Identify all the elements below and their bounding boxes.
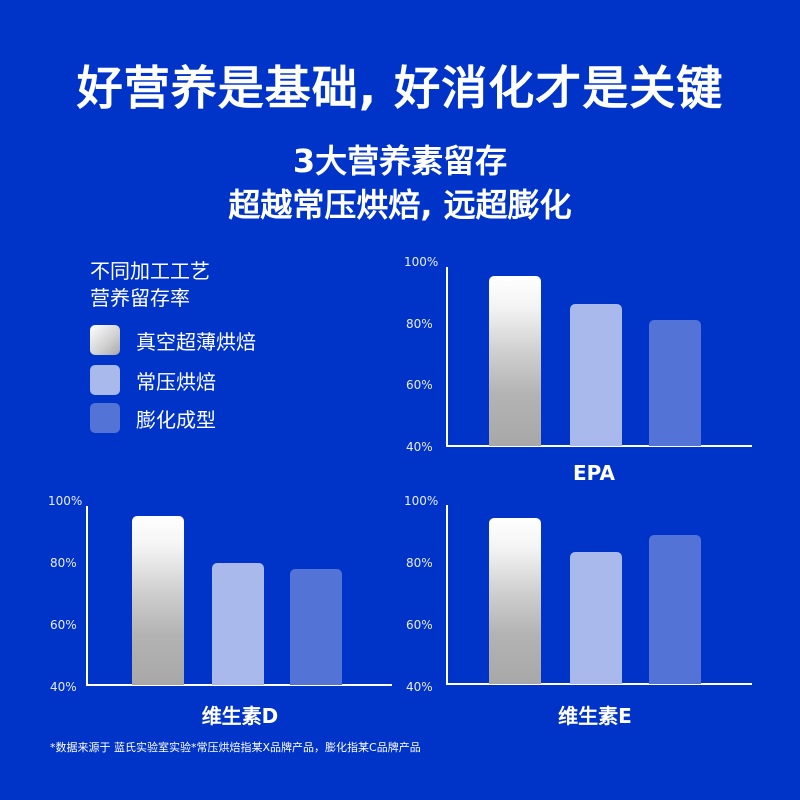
chart-title: 维生素E (558, 704, 632, 728)
tick-60: 60% (406, 618, 433, 632)
chart-title: EPA (573, 461, 615, 485)
tick-40: 40% (406, 680, 433, 694)
tick-100: 100% (48, 494, 83, 508)
legend-swatch (90, 403, 120, 433)
y-axis (86, 506, 88, 686)
legend-label: 真空超薄烘焙 (136, 329, 256, 354)
legend-item-vacuum-baking: 真空超薄烘焙 (90, 325, 256, 355)
tick-60: 60% (406, 378, 433, 392)
page-title: 好营养是基础, 好消化才是关键 (76, 61, 724, 115)
tick-100: 100% (404, 255, 439, 269)
tick-80: 80% (50, 556, 77, 570)
bar-vacuum-baking (132, 516, 184, 685)
tick-60: 60% (50, 618, 77, 632)
subtitle-line-1: 3大营养素留存 (292, 142, 508, 180)
legend-swatch (90, 325, 120, 355)
bar-normal-baking (570, 552, 622, 684)
tick-100: 100% (404, 494, 439, 508)
y-axis (446, 267, 448, 447)
legend-title-line-2: 营养留存率 (90, 286, 190, 310)
legend-item-puffing: 膨化成型 (90, 403, 216, 433)
subtitle-line-2: 超越常压烘焙, 远超膨化 (228, 186, 572, 224)
bar-puffing (649, 535, 701, 684)
legend-label: 常压烘焙 (136, 369, 216, 394)
legend-title-line-1: 不同加工工艺 (90, 259, 210, 283)
tick-40: 40% (50, 680, 77, 694)
y-axis (446, 505, 448, 685)
x-axis (446, 445, 752, 447)
bar-puffing (290, 569, 342, 685)
bar-normal-baking (570, 304, 622, 446)
tick-80: 80% (406, 556, 433, 570)
bar-normal-baking (212, 563, 264, 685)
legend-title: 不同加工工艺 营养留存率 (90, 258, 210, 312)
x-axis (86, 684, 392, 686)
x-axis (446, 683, 752, 685)
legend-swatch (90, 365, 120, 395)
bar-vacuum-baking (489, 276, 541, 446)
footnote: *数据来源于 蓝氏实验室实验*常压烘焙指某X品牌产品，膨化指某C品牌产品 (50, 741, 421, 754)
chart-title: 维生素D (201, 704, 279, 728)
legend-label: 膨化成型 (136, 407, 216, 432)
bar-puffing (649, 320, 701, 446)
bar-vacuum-baking (489, 518, 541, 684)
tick-40: 40% (406, 440, 433, 454)
legend-item-normal-baking: 常压烘焙 (90, 365, 216, 395)
tick-80: 80% (406, 317, 433, 331)
